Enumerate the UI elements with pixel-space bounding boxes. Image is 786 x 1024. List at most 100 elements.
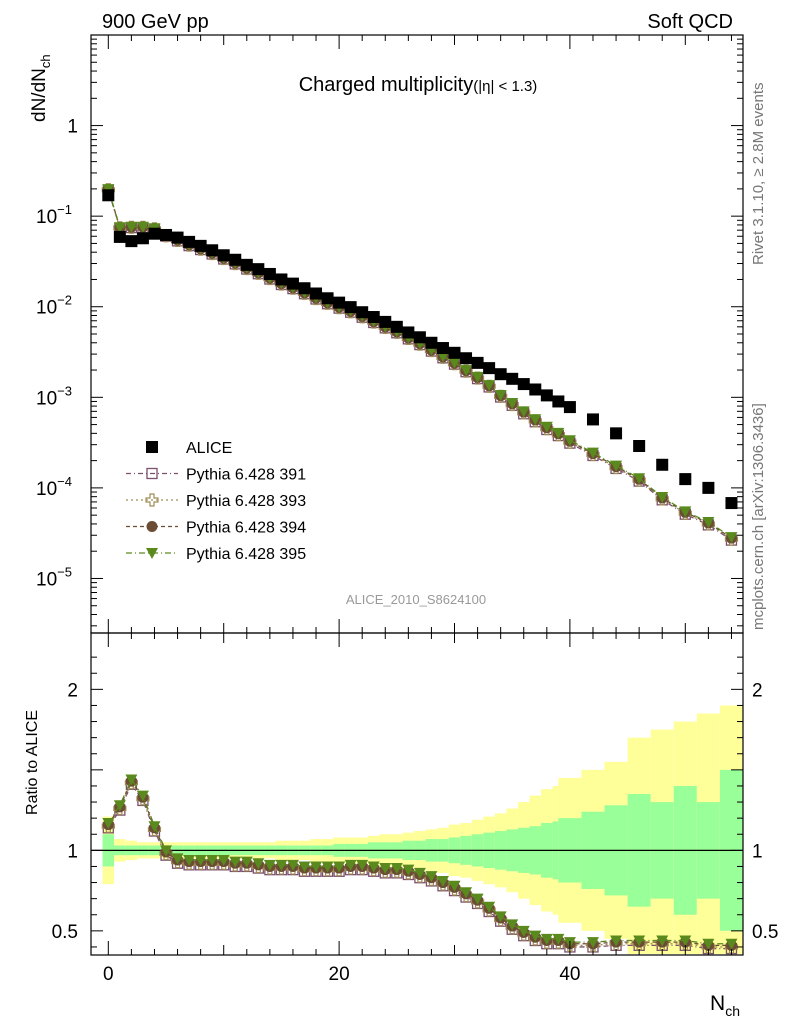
main-ytick-label: 10−2 <box>36 293 72 319</box>
ratio-xlabel: Nch <box>710 992 740 1019</box>
legend-label-p394: Pythia 6.428 394 <box>186 520 306 537</box>
p395-point-ratio <box>194 855 207 867</box>
legend-marker-p394 <box>146 521 158 532</box>
p395-point-ratio <box>356 859 369 871</box>
p395-point-ratio <box>298 861 311 873</box>
alice-point <box>113 230 126 243</box>
p395-point-ratio <box>275 859 288 871</box>
p395-point-ratio <box>183 855 196 867</box>
p395-point-ratio <box>656 935 669 947</box>
p395-point-main <box>483 380 496 392</box>
p395-point-ratio <box>633 935 646 947</box>
p395-point-ratio <box>321 861 334 873</box>
ratio-ytick-label-left: 1 <box>67 841 78 862</box>
legend-marker-p395 <box>146 548 158 559</box>
main-ylabel-text: dN/dN <box>29 68 50 122</box>
alice-point <box>390 320 403 333</box>
p395-point-main <box>679 506 692 518</box>
alice-point <box>540 389 553 402</box>
ratio-xtick-label: 20 <box>329 964 350 985</box>
p395-point-ratio <box>610 935 623 947</box>
panel-frames: 110−110−210−310−410−50.5 0.51 12 20 20 40 <box>36 34 778 985</box>
p395-point-ratio <box>160 845 173 857</box>
main-ytick-exp: −3 <box>57 383 72 398</box>
p395-point-main <box>702 517 715 529</box>
ratio-ytick-label-right: 2 <box>752 680 763 701</box>
p395-point-ratio <box>436 875 449 887</box>
p395-point-ratio <box>529 930 542 942</box>
main-ytick-base: 10 <box>36 479 57 500</box>
alice-point <box>206 244 219 257</box>
main-ytick-base: 1 <box>67 117 78 138</box>
p395-point-main <box>633 473 646 485</box>
alice-point <box>610 427 623 440</box>
alice-point <box>240 258 253 271</box>
alice-point <box>471 356 484 369</box>
legend-marker-p391 <box>146 467 158 480</box>
header-left: 900 GeV pp <box>102 11 209 33</box>
p395-point-ratio <box>310 861 323 873</box>
alice-point <box>263 267 276 280</box>
alice-point <box>517 378 530 391</box>
main-ytick-exp: −2 <box>57 293 72 308</box>
p395-point-ratio <box>113 800 126 812</box>
p395-point-main <box>460 365 473 377</box>
alice-point <box>367 311 380 324</box>
alice-point <box>494 368 507 381</box>
alice-point <box>194 239 207 252</box>
p395-point-main <box>610 460 623 472</box>
main-ytick-label: 1 <box>67 117 78 138</box>
side-label-top: Rivet 3.1.10, ≥ 2.8M events <box>750 83 767 266</box>
p395-point-ratio <box>252 858 265 870</box>
main-ylabel-sub: ch <box>38 54 53 68</box>
alice-point <box>229 253 242 266</box>
p395-point-main <box>436 351 449 363</box>
main-ytick-label: 10−1 <box>36 202 72 228</box>
p395-point-ratio <box>448 880 461 892</box>
main-ytick-label: 10−3 <box>36 383 72 409</box>
p395-point-ratio <box>540 933 553 945</box>
p395-point-main <box>540 421 553 433</box>
p395-point-ratio <box>206 855 219 867</box>
p395-point-ratio <box>425 871 438 883</box>
alice-point <box>402 326 415 339</box>
p395-point-ratio <box>263 859 276 871</box>
alice-point <box>217 249 230 262</box>
main-ytick-label: 10−5 <box>36 564 72 590</box>
header-right: Soft QCD <box>647 11 733 33</box>
p395-point-main <box>725 532 738 544</box>
alice-point <box>413 331 426 344</box>
p395-point-ratio <box>125 774 138 786</box>
alice-point <box>160 228 173 241</box>
legend-label-p395: Pythia 6.428 395 <box>186 546 306 563</box>
ratio-panel <box>101 774 739 955</box>
p395-point-main <box>529 414 542 426</box>
main-ytick-exp: −5 <box>57 564 72 579</box>
p395-point-main <box>494 389 507 401</box>
p395-point-ratio <box>240 856 253 868</box>
legend-label-p391: Pythia 6.428 391 <box>186 467 306 484</box>
chart-title-sub: (|η| < 1.3) <box>473 78 537 95</box>
p395-point-ratio <box>506 919 519 931</box>
p395-point-main <box>448 357 461 369</box>
alice-point <box>448 346 461 359</box>
p395-point-ratio <box>136 790 149 802</box>
alice-point <box>344 301 357 314</box>
ratio-frame <box>90 632 744 956</box>
alice-point <box>483 362 496 375</box>
p395-point-ratio <box>483 901 496 913</box>
p395-point-ratio <box>102 817 115 829</box>
side-label-bottom: mcplots.cern.ch [arXiv:1306.3436] <box>750 403 767 630</box>
alice-point <box>633 440 646 453</box>
p395-point-ratio <box>702 938 715 950</box>
p395-point-ratio <box>217 855 230 867</box>
alice-point <box>436 342 449 355</box>
p395-point-main <box>656 492 669 504</box>
p395-point-main <box>471 371 484 383</box>
p395-point-ratio <box>402 864 415 876</box>
p395-point-ratio <box>517 925 530 937</box>
alice-point <box>333 296 346 309</box>
main-ytick-exp: −4 <box>57 474 72 489</box>
alice-point <box>102 189 115 202</box>
